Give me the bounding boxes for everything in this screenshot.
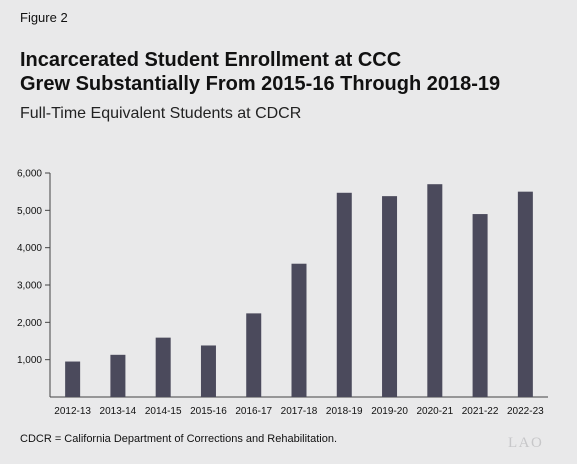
x-tick-label: 2013-14 — [100, 406, 137, 417]
y-tick-label: 1,000 — [17, 355, 42, 366]
y-tick-label: 3,000 — [17, 281, 42, 292]
x-tick-label: 2018-19 — [326, 406, 363, 417]
y-tick-label: 4,000 — [17, 243, 42, 254]
bar — [110, 354, 126, 397]
bar — [291, 263, 307, 397]
y-tick-label: 5,000 — [17, 206, 42, 217]
bar — [382, 196, 398, 397]
x-tick-label: 2019-20 — [371, 406, 408, 417]
y-tick-label: 6,000 — [17, 169, 42, 180]
x-tick-label: 2014-15 — [145, 406, 182, 417]
chart-title-line-1: Incarcerated Student Enrollment at CCC — [20, 49, 402, 71]
x-tick-label: 2012-13 — [54, 406, 91, 417]
bar — [65, 361, 81, 397]
bar — [517, 191, 533, 397]
chart-title-line-2: Grew Substantially From 2015-16 Through … — [20, 73, 501, 95]
footnote: CDCR = California Department of Correcti… — [20, 433, 338, 445]
figure-label: Figure 2 — [20, 10, 68, 25]
bar — [336, 192, 352, 397]
bar — [200, 345, 216, 397]
x-tick-label: 2017-18 — [281, 406, 318, 417]
lao-logo: LAO — [508, 435, 544, 451]
y-tick-label: 2,000 — [17, 318, 42, 329]
x-tick-label: 2020-21 — [416, 406, 453, 417]
chart-title: Incarcerated Student Enrollment at CCC G… — [20, 48, 565, 96]
x-tick-label: 2016-17 — [235, 406, 272, 417]
bar — [155, 337, 171, 397]
chart-subtitle: Full-Time Equivalent Students at CDCR — [20, 105, 302, 122]
x-tick-label: 2015-16 — [190, 406, 227, 417]
x-tick-label: 2021-22 — [462, 406, 499, 417]
x-tick-label: 2022-23 — [507, 406, 544, 417]
bar — [472, 214, 488, 397]
bar — [246, 313, 262, 397]
bar — [427, 184, 443, 397]
